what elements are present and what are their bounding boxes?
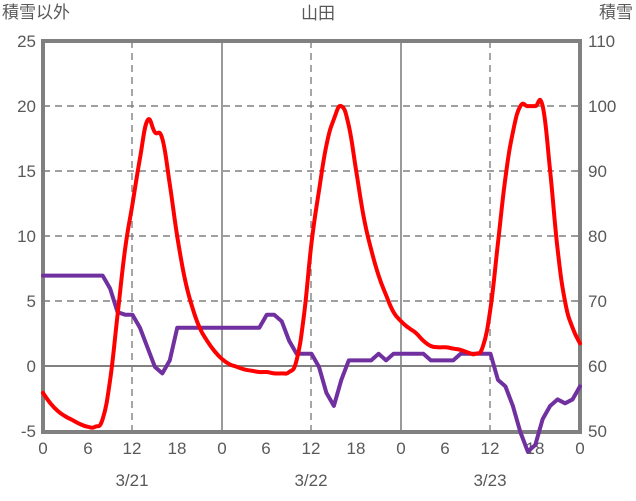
left-tick-label: -5 (20, 422, 36, 441)
left-axis-label: 積雪以外 (2, 3, 70, 22)
x-tick-label: 0 (217, 439, 227, 458)
x-tick-label: 0 (396, 439, 406, 458)
x-tick-label: 12 (122, 439, 142, 458)
x-tick-label: 18 (346, 439, 366, 458)
right-tick-label: 80 (588, 227, 607, 246)
right-tick-label: 60 (588, 357, 607, 376)
chart-title: 山田 (301, 4, 335, 23)
left-tick-label: 25 (17, 32, 36, 51)
x-tick-label: 18 (525, 439, 545, 458)
x-tick-label: 0 (575, 439, 585, 458)
right-tick-label: 100 (588, 97, 617, 116)
right-tick-label: 70 (588, 292, 607, 311)
day-label: 3/23 (473, 471, 507, 490)
left-tick-label: 15 (17, 162, 36, 181)
day-label: 3/21 (115, 471, 149, 490)
vertical-day-separators (221, 41, 402, 432)
series-line-temperature (41, 97, 582, 430)
right-tick-label: 50 (588, 422, 607, 441)
right-tick-label: 90 (588, 162, 607, 181)
series-line-snow (41, 273, 582, 454)
x-tick-label: 6 (83, 439, 93, 458)
x-tick-label: 12 (480, 439, 500, 458)
day-label: 3/22 (294, 471, 328, 490)
x-tick-label: 6 (440, 439, 450, 458)
right-tick-label: 110 (588, 32, 616, 51)
right-axis-label: 積雪 (599, 3, 633, 22)
x-tick-label: 12 (301, 439, 321, 458)
left-tick-label: 10 (17, 227, 36, 246)
x-tick-label: 0 (38, 439, 48, 458)
left-tick-label: 0 (26, 357, 36, 376)
plot-frame (41, 39, 582, 434)
left-tick-label: 5 (26, 292, 36, 311)
x-tick-label: 18 (167, 439, 187, 458)
left-tick-label: 20 (17, 97, 36, 116)
x-tick-label: 6 (261, 439, 271, 458)
